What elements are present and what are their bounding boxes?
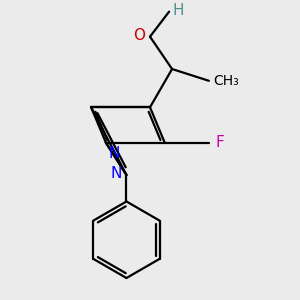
Text: H: H [172, 3, 184, 18]
Text: N: N [111, 166, 122, 181]
Text: F: F [215, 135, 224, 150]
Text: CH₃: CH₃ [213, 74, 239, 88]
Text: O: O [134, 28, 146, 43]
Text: N: N [109, 146, 120, 160]
